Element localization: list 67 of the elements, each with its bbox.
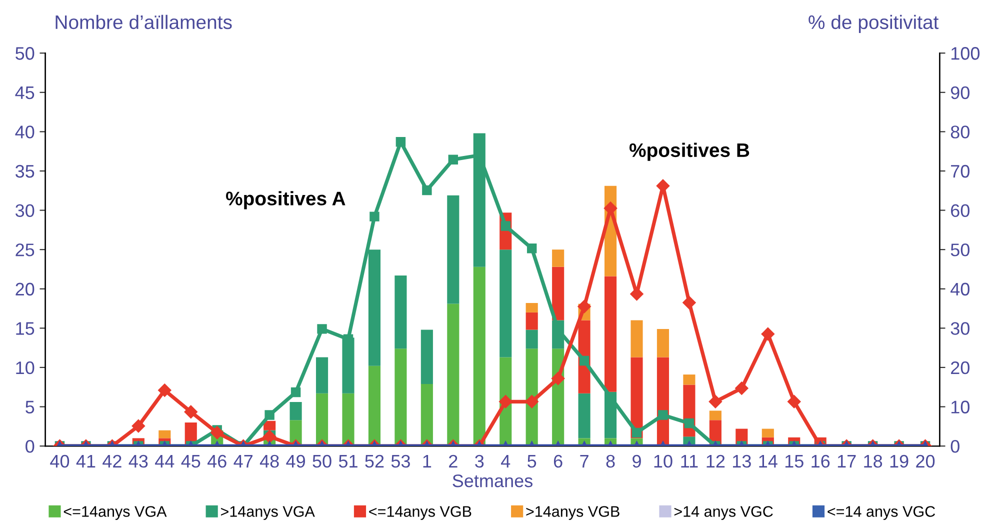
y-tick-label: 45: [15, 86, 34, 100]
x-tick-label: 10: [654, 454, 672, 468]
y2-tick-label: 90: [950, 86, 970, 100]
x-tick-label: 9: [632, 454, 641, 468]
y-tick-label: 25: [16, 244, 34, 256]
x-tick-label: 48: [260, 454, 279, 468]
x-tick-label: 16: [812, 454, 830, 468]
y2-tick-label: 0: [950, 440, 960, 453]
x-tick-label: 17: [838, 455, 856, 468]
x-tick-label: 44: [155, 455, 174, 468]
x-tick-label: 41: [76, 455, 96, 468]
y2-tick-label: 60: [951, 204, 970, 217]
y2-tick-label: 70: [951, 164, 970, 178]
x-tick-label: 40: [50, 454, 70, 468]
legend-label: >14 anys VGC: [674, 506, 773, 520]
legend-label: <=14 anys VGC: [828, 506, 936, 520]
y-tick-label: 35: [16, 164, 34, 178]
x-tick-label: 3: [475, 454, 484, 468]
y-tick-label: 40: [15, 126, 34, 138]
x-tick-label: 42: [102, 454, 122, 468]
y2-tick-label: 40: [950, 282, 970, 296]
legend-label: >14anys VGB: [526, 506, 620, 520]
y-tick-label: 20: [16, 282, 34, 296]
x-tick-label: 19: [890, 454, 908, 468]
y-tick-label: 0: [26, 440, 34, 453]
x-tick-label: 53: [391, 454, 410, 468]
x-tick-label: 49: [286, 454, 305, 468]
x-axis-title: Setmanes: [452, 474, 532, 488]
y2-tick-label: 10: [951, 400, 970, 414]
y2-axis-title: % de positivitat: [808, 14, 939, 33]
x-tick-label: 13: [733, 454, 751, 468]
legend-label: >14anys VGA: [220, 506, 315, 520]
y-tick-label: 10: [16, 361, 34, 374]
x-tick-label: 18: [864, 454, 882, 468]
y2-tick-label: 80: [950, 126, 970, 138]
y2-tick-label: 30: [950, 322, 970, 335]
x-tick-label: 50: [312, 454, 332, 468]
x-tick-label: 52: [365, 454, 384, 468]
x-tick-label: 45: [181, 455, 200, 468]
x-tick-label: 46: [207, 454, 226, 468]
x-tick-label: 1: [423, 455, 432, 468]
y2-tick-label: 20: [951, 361, 970, 374]
x-tick-label: 47: [234, 455, 252, 468]
x-tick-label: 7: [580, 455, 588, 468]
x-tick-label: 51: [338, 455, 358, 468]
legend-label: <=14anys VGA: [64, 506, 167, 520]
x-tick-label: 20: [916, 454, 935, 468]
x-tick-label: 14: [759, 455, 778, 468]
x-tick-label: 15: [785, 455, 804, 468]
annotation: %positives A: [226, 191, 346, 210]
y-tick-label: 5: [26, 400, 34, 414]
x-tick-label: 12: [706, 454, 725, 468]
y-axis-title: Nombre d’aïllaments: [56, 14, 232, 30]
x-tick-label: 43: [128, 454, 148, 468]
legend-label: <=14anys VGB: [369, 506, 472, 520]
y-tick-label: 30: [16, 204, 34, 217]
y2-tick-label: 100: [951, 47, 980, 60]
y2-tick-label: 50: [950, 244, 970, 256]
x-tick-label: 5: [528, 455, 536, 468]
x-tick-label: 2: [449, 454, 458, 468]
y-tick-label: 50: [16, 47, 34, 60]
x-tick-label: 11: [681, 455, 698, 468]
x-tick-label: 8: [606, 454, 615, 468]
y-tick-label: 15: [16, 322, 34, 335]
x-tick-label: 4: [501, 455, 510, 468]
x-tick-label: 6: [554, 454, 562, 468]
annotation: %positives B: [629, 142, 750, 161]
